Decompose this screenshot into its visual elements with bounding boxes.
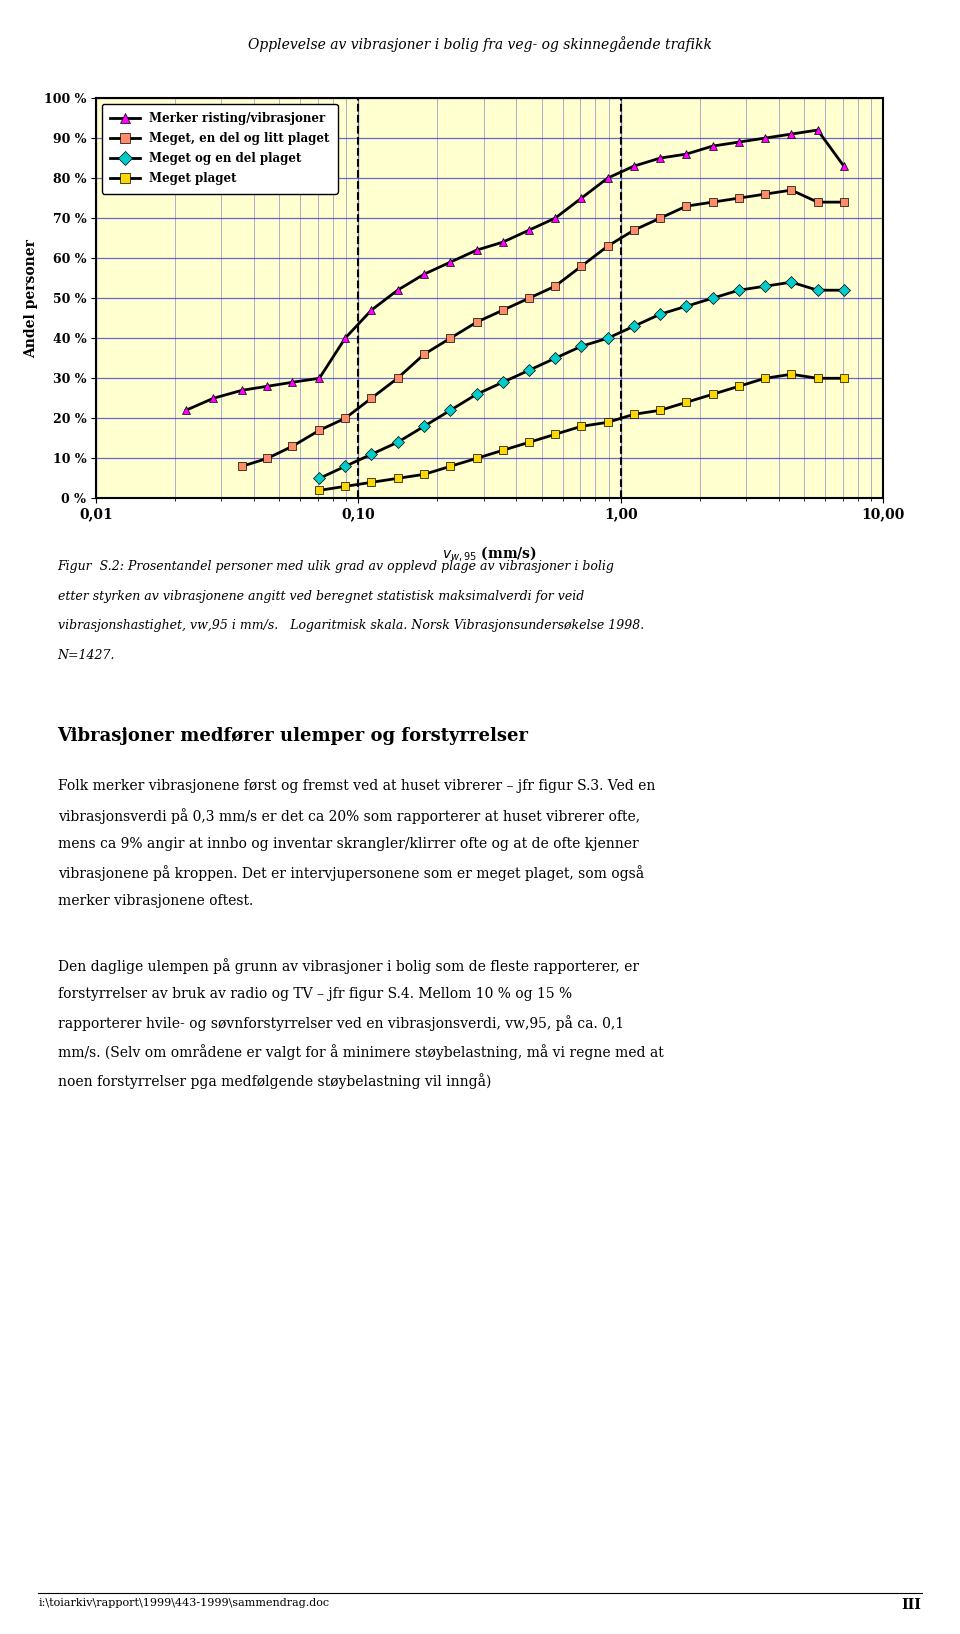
Text: mens ca 9% angir at innbo og inventar skrangler/klirrer ofte og at de ofte kjenn: mens ca 9% angir at innbo og inventar sk… <box>58 837 638 851</box>
Text: forstyrrelser av bruk av radio og TV – jfr figur S.4. Mellom 10 % og 15 %: forstyrrelser av bruk av radio og TV – j… <box>58 987 572 1002</box>
Text: merker vibrasjonene oftest.: merker vibrasjonene oftest. <box>58 894 252 909</box>
Text: III: III <box>901 1598 922 1613</box>
Text: Figur  S.2: Prosentandel personer med ulik grad av opplevd plage av vibrasjoner : Figur S.2: Prosentandel personer med uli… <box>58 560 614 574</box>
Text: etter styrken av vibrasjonene angitt ved beregnet statistisk maksimalverdi for v: etter styrken av vibrasjonene angitt ved… <box>58 590 584 603</box>
Text: i:\toiarkiv\rapport\1999\443-1999\sammendrag.doc: i:\toiarkiv\rapport\1999\443-1999\sammen… <box>38 1598 329 1608</box>
Text: Folk merker vibrasjonene først og fremst ved at huset vibrerer – jfr figur S.3. : Folk merker vibrasjonene først og fremst… <box>58 779 655 794</box>
Text: Den daglige ulempen på grunn av vibrasjoner i bolig som de fleste rapporterer, e: Den daglige ulempen på grunn av vibrasjo… <box>58 959 638 974</box>
Text: noen forstyrrelser pga medfølgende støybelastning vil inngå): noen forstyrrelser pga medfølgende støyb… <box>58 1074 491 1088</box>
Legend: Merker risting/vibrasjoner, Meget, en del og litt plaget, Meget og en del plaget: Merker risting/vibrasjoner, Meget, en de… <box>102 105 338 194</box>
Text: vibrasjonene på kroppen. Det er intervjupersonene som er meget plaget, som også: vibrasjonene på kroppen. Det er intervju… <box>58 866 644 881</box>
Text: Opplevelse av vibrasjoner i bolig fra veg- og skinnegående trafikk: Opplevelse av vibrasjoner i bolig fra ve… <box>248 36 712 52</box>
Text: vibrasjonsverdi på 0,3 mm/s er det ca 20% som rapporterer at huset vibrerer ofte: vibrasjonsverdi på 0,3 mm/s er det ca 20… <box>58 809 639 824</box>
Text: Vibrasjoner medfører ulemper og forstyrrelser: Vibrasjoner medfører ulemper og forstyrr… <box>58 727 529 745</box>
Text: rapporterer hvile- og søvnforstyrrelser ved en vibrasjonsverdi, vᴡ,95, på ca. 0,: rapporterer hvile- og søvnforstyrrelser … <box>58 1016 624 1031</box>
Text: N=1427.: N=1427. <box>58 649 115 662</box>
Text: vibrasjonshastighet, vᴡ,95 i mm/s.   Logaritmisk skala. Norsk Vibrasjonsundersøk: vibrasjonshastighet, vᴡ,95 i mm/s. Logar… <box>58 619 644 632</box>
Y-axis label: Andel personer: Andel personer <box>24 239 38 358</box>
Text: $\it{v}$$_{w,95}$ (mm/s): $\it{v}$$_{w,95}$ (mm/s) <box>443 544 537 564</box>
Text: mm/s. (Selv om områdene er valgt for å minimere støybelastning, må vi regne med : mm/s. (Selv om områdene er valgt for å m… <box>58 1044 663 1060</box>
